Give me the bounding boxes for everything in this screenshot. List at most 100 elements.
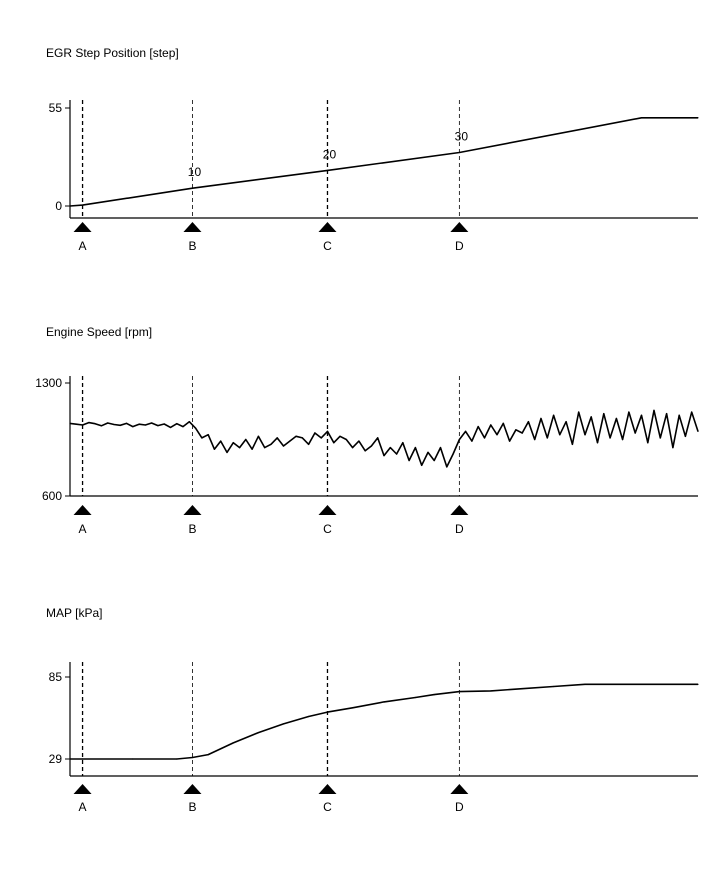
data-point <box>697 117 699 119</box>
data-point <box>132 758 134 760</box>
data-point <box>257 435 259 437</box>
data-point <box>69 758 71 760</box>
marker-label-c: C <box>323 522 332 536</box>
data-point <box>471 440 473 442</box>
data-point <box>282 445 285 447</box>
data-point <box>596 442 599 444</box>
series-line-1 <box>70 683 698 760</box>
data-point <box>295 435 297 437</box>
data-point <box>383 701 385 703</box>
data-point <box>653 409 655 411</box>
data-point <box>188 421 190 423</box>
data-point <box>628 411 630 413</box>
data-point <box>666 413 668 415</box>
data-point <box>496 434 498 436</box>
data-point <box>339 435 341 437</box>
data-point <box>458 691 460 693</box>
marker-label-b: B <box>188 522 196 536</box>
data-point <box>414 696 416 699</box>
y-tick-label: 85 <box>49 670 63 684</box>
vline-value-label: 20 <box>323 147 337 161</box>
data-point <box>113 423 115 426</box>
data-point <box>534 438 536 441</box>
marker-label-c: C <box>323 800 332 814</box>
data-point <box>138 423 140 425</box>
data-point <box>169 426 172 428</box>
data-point <box>490 690 492 692</box>
series-line-1 <box>69 117 698 207</box>
chart-panel-2: Engine Speed [rpm] 1300 600 A B C D <box>35 325 699 536</box>
vline-value-label: 10 <box>188 165 202 179</box>
data-point <box>691 411 693 413</box>
data-point <box>421 464 423 466</box>
data-point <box>195 427 197 429</box>
data-point <box>119 424 121 426</box>
data-point <box>427 451 429 453</box>
marker-label-b: B <box>188 239 196 253</box>
marker-label-a: A <box>79 522 87 536</box>
data-point <box>191 756 194 759</box>
data-point <box>540 417 542 420</box>
data-point <box>659 437 661 439</box>
data-point <box>433 459 435 462</box>
data-point <box>615 417 618 420</box>
data-point <box>132 426 134 428</box>
data-point <box>553 414 555 416</box>
data-point <box>364 450 366 452</box>
chart-title: EGR Step Position [step] <box>46 46 179 60</box>
data-point <box>226 451 228 453</box>
data-point <box>191 187 194 189</box>
data-point <box>69 205 71 207</box>
marker-label-a: A <box>79 239 87 253</box>
marker-triangle-b <box>183 222 202 232</box>
data-point <box>107 422 109 424</box>
data-point <box>326 711 329 713</box>
marker-triangle-d <box>450 784 469 794</box>
data-point <box>446 466 448 468</box>
vline-value-label: 30 <box>455 130 469 144</box>
chart-panel-1: EGR Step Position [step] 55 0 A B C D 10 20 30 <box>46 46 699 253</box>
data-point <box>452 453 454 455</box>
marker-label-d: D <box>455 522 464 536</box>
data-point <box>345 438 347 441</box>
data-point <box>509 440 511 442</box>
data-point <box>402 442 404 444</box>
data-point <box>232 742 234 744</box>
data-point <box>257 732 259 734</box>
marker-triangle-d <box>450 222 469 232</box>
data-point <box>82 204 84 206</box>
data-point <box>251 448 253 450</box>
marker-label-d: D <box>455 239 464 253</box>
data-point <box>465 430 467 432</box>
data-point <box>697 683 699 685</box>
data-point <box>352 447 354 449</box>
data-point <box>207 434 209 436</box>
marker-triangle-c <box>318 505 337 515</box>
data-point <box>590 416 592 418</box>
data-point <box>477 426 479 428</box>
data-point <box>408 459 410 462</box>
data-point <box>282 723 285 725</box>
data-point <box>264 447 266 449</box>
data-point <box>515 429 517 431</box>
marker-triangle-b <box>183 784 202 794</box>
data-point <box>320 437 322 439</box>
data-point <box>289 440 291 442</box>
data-point <box>308 443 310 445</box>
data-point <box>82 758 84 760</box>
marker-triangle-a <box>73 784 92 794</box>
data-point <box>326 430 329 432</box>
data-point <box>220 440 222 442</box>
data-point <box>603 413 605 415</box>
marker-triangle-a <box>73 222 92 232</box>
data-point <box>521 688 523 690</box>
data-point <box>151 422 153 424</box>
data-point <box>502 422 504 424</box>
data-point <box>546 437 548 439</box>
marker-triangle-a <box>73 505 92 515</box>
data-point <box>201 437 203 439</box>
data-point <box>684 435 687 437</box>
y-tick-label: 600 <box>42 489 62 503</box>
data-point <box>553 685 555 688</box>
y-tick-label: 1300 <box>35 376 62 390</box>
